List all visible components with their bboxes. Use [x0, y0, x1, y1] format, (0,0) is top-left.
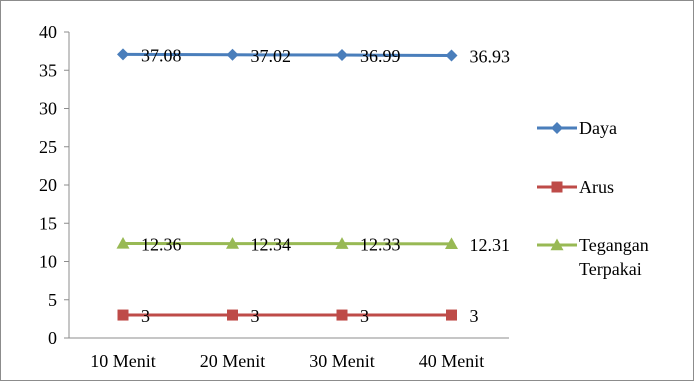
data-point: [227, 309, 238, 321]
data-label: 12.34: [251, 235, 292, 255]
data-label: 12.31: [470, 235, 511, 255]
x-tick-label: 30 Menit: [309, 351, 375, 371]
data-label: 36.99: [360, 46, 401, 66]
legend-label: Daya: [579, 118, 617, 138]
data-label: 12.33: [360, 235, 401, 255]
legend: Daya Arus Tegangan Terpakai: [537, 118, 649, 279]
data-point: [445, 237, 458, 250]
y-tick-label: 30: [39, 99, 57, 119]
legend-label: Arus: [579, 177, 614, 197]
data-point: [226, 237, 239, 249]
y-tick-label: 0: [48, 328, 57, 348]
data-label: 37.02: [251, 46, 292, 66]
data-label: 3: [360, 306, 369, 326]
data-labels: 37.08 37.02 36.99 36.93 3 3 3 3 12.36 12.34 12.33 1…: [141, 45, 510, 326]
data-point: [446, 309, 457, 321]
data-label: 12.36: [141, 234, 182, 254]
legend-marker: [551, 181, 563, 193]
data-point: [445, 49, 458, 62]
y-tick-label: 20: [39, 175, 57, 195]
data-label: 3: [141, 306, 150, 326]
data-label: 3: [251, 306, 260, 326]
y-tick-label: 15: [39, 213, 57, 233]
legend-label: Terpakai: [579, 259, 642, 279]
y-tick-label: 5: [48, 290, 57, 310]
data-point: [226, 48, 239, 61]
data-label: 37.08: [141, 45, 182, 65]
data-point: [116, 236, 130, 249]
y-tick-label: 35: [39, 60, 57, 80]
data-point: [117, 48, 129, 61]
y-tick-label: 25: [39, 137, 57, 157]
x-tick-label: 40 Menit: [419, 351, 485, 371]
legend-marker: [550, 238, 564, 251]
data-label: 36.93: [470, 46, 511, 66]
legend-marker: [551, 122, 563, 134]
series-layer: [116, 48, 458, 321]
data-point: [336, 49, 348, 62]
data-point: [335, 237, 349, 249]
x-tick-label: 10 Menit: [90, 351, 156, 371]
axes: 0 5 10 15 20 25 30 35 40 10 Menit 20 Menit 30 Menit…: [39, 22, 509, 371]
series-line-1: [122, 52, 452, 57]
y-tick-label: 40: [39, 22, 57, 42]
data-point: [336, 309, 348, 321]
x-tick-label: 20 Menit: [200, 351, 266, 371]
legend-label: Tegangan: [579, 235, 649, 255]
data-label: 3: [470, 306, 479, 326]
y-tick-label: 10: [39, 252, 57, 272]
data-point: [117, 309, 129, 321]
